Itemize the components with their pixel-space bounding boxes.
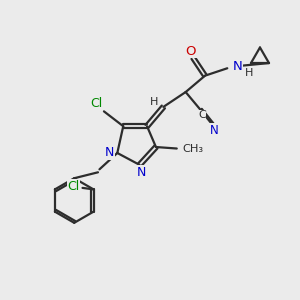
Text: CH₃: CH₃	[183, 143, 204, 154]
Text: H: H	[150, 97, 159, 106]
Text: methyl: methyl	[188, 148, 193, 149]
Text: C: C	[198, 110, 206, 120]
Text: H: H	[244, 68, 253, 78]
Text: N: N	[105, 146, 115, 159]
Text: N: N	[137, 166, 146, 179]
Text: methyl: methyl	[185, 147, 190, 148]
Text: N: N	[232, 60, 242, 73]
Text: N: N	[209, 124, 218, 136]
Text: Cl: Cl	[90, 98, 103, 110]
Text: O: O	[185, 45, 196, 58]
Text: Cl: Cl	[68, 180, 80, 193]
